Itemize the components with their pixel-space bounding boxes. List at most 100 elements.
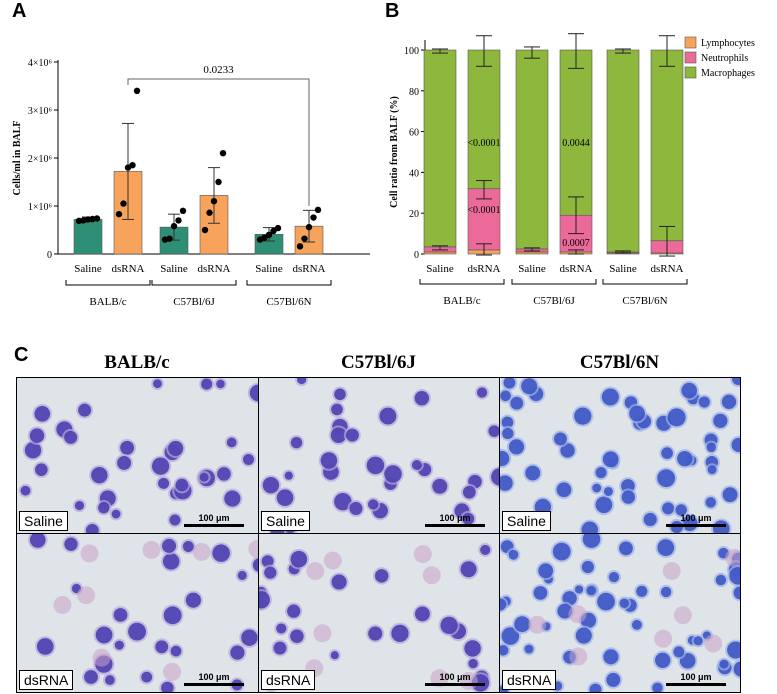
cell-nucleus bbox=[162, 538, 177, 553]
cell-nucleus bbox=[414, 606, 430, 622]
data-point bbox=[219, 150, 227, 157]
cell-nucleus bbox=[657, 539, 675, 557]
micrograph-c57bl6j-dsrna: dsRNA 100 μm bbox=[258, 533, 500, 693]
cell-nucleus bbox=[581, 521, 599, 533]
legend-swatch bbox=[684, 36, 697, 49]
cell-nucleus bbox=[276, 623, 287, 634]
significance-label: 0.0233 bbox=[203, 64, 234, 76]
cell-nucleus bbox=[330, 651, 339, 660]
y-axis-label: Cells/ml in BALF bbox=[12, 120, 23, 195]
cell-nucleus bbox=[34, 406, 51, 422]
y-tick-label: 100 bbox=[404, 46, 419, 57]
cell-nucleus bbox=[731, 437, 740, 453]
cell-nucleus bbox=[574, 585, 584, 594]
y-tick-label: 3×10⁶ bbox=[28, 106, 53, 117]
y-axis-label: Cell ratio from BALF (%) bbox=[389, 96, 400, 208]
scale-bar: 100 μm bbox=[425, 513, 485, 527]
cell-nucleus bbox=[216, 379, 225, 389]
data-point bbox=[133, 87, 141, 95]
cell-nucleus bbox=[595, 466, 607, 479]
cell-debris bbox=[163, 662, 182, 681]
cell-nucleus bbox=[682, 515, 698, 532]
cell-nucleus bbox=[113, 608, 128, 622]
x-tick-label: Saline bbox=[255, 263, 283, 275]
cell-nucleus bbox=[514, 616, 531, 633]
legend-label: Lymphocytes bbox=[701, 38, 755, 49]
cell-nucleus bbox=[662, 502, 675, 515]
cell-nucleus bbox=[619, 541, 633, 556]
cell-debris bbox=[313, 624, 332, 643]
scale-bar: 100 μm bbox=[666, 513, 726, 527]
cell-nucleus bbox=[414, 391, 430, 406]
cell-nucleus bbox=[706, 442, 717, 453]
cell-nucleus bbox=[35, 463, 48, 476]
cell-nucleus bbox=[733, 661, 740, 677]
data-point bbox=[296, 243, 304, 250]
legend-swatch bbox=[684, 66, 697, 79]
stack-segment-macrophages bbox=[423, 49, 457, 248]
micrograph-balbc-saline: Saline 100 μm bbox=[16, 377, 259, 534]
cell-debris bbox=[192, 542, 211, 561]
p-value-annotation: <0.0001 bbox=[467, 138, 500, 149]
data-point bbox=[210, 198, 218, 205]
cell-nucleus bbox=[185, 592, 201, 608]
cell-nucleus bbox=[163, 606, 182, 625]
scale-bar: 100 μm bbox=[666, 672, 726, 686]
cell-nucleus bbox=[503, 378, 516, 389]
cell-nucleus bbox=[521, 378, 538, 395]
x-tick-label: dsRNA bbox=[467, 263, 500, 275]
cell-nucleus bbox=[698, 396, 710, 408]
micrograph-column-c57bl6n: C57Bl/6N bbox=[579, 352, 660, 373]
cell-nucleus bbox=[508, 439, 525, 455]
cell-debris bbox=[662, 561, 681, 580]
cell-nucleus bbox=[114, 640, 124, 650]
group-bracket bbox=[511, 279, 597, 285]
cell-nucleus bbox=[595, 496, 613, 514]
cell-nucleus bbox=[608, 571, 620, 583]
cell-nucleus bbox=[643, 512, 657, 527]
cell-nucleus bbox=[411, 460, 422, 470]
group-bracket bbox=[419, 279, 505, 285]
cell-nucleus bbox=[264, 566, 277, 579]
cell-debris bbox=[142, 540, 161, 559]
data-point bbox=[93, 215, 101, 222]
cell-nucleus bbox=[582, 534, 601, 548]
data-point bbox=[265, 231, 273, 238]
cell-nucleus bbox=[237, 570, 247, 580]
cell-nucleus bbox=[602, 451, 619, 468]
cell-nucleus bbox=[95, 626, 113, 644]
cell-nucleus bbox=[161, 681, 174, 692]
cell-nucleus bbox=[201, 378, 213, 390]
cell-nucleus bbox=[552, 542, 571, 561]
stack-segment-macrophages bbox=[515, 49, 549, 250]
x-tick-label: Saline bbox=[426, 263, 454, 275]
cell-nucleus bbox=[104, 675, 115, 685]
panel-a-letter: A bbox=[12, 0, 27, 22]
cell-nucleus bbox=[713, 413, 728, 428]
cell-nucleus bbox=[621, 490, 635, 504]
cell-nucleus bbox=[366, 456, 385, 475]
cell-debris bbox=[430, 669, 449, 688]
cell-nucleus bbox=[440, 616, 458, 634]
significance-bracket bbox=[127, 78, 310, 206]
row-label-saline: Saline bbox=[261, 511, 310, 531]
legend-label: Neutrophils bbox=[701, 53, 748, 64]
cell-debris bbox=[725, 548, 740, 567]
data-point bbox=[310, 214, 317, 221]
cell-debris bbox=[248, 539, 258, 558]
cell-nucleus bbox=[290, 629, 304, 644]
cell-nucleus bbox=[261, 555, 274, 568]
y-tick-label: 80 bbox=[409, 87, 419, 98]
cell-nucleus bbox=[182, 541, 194, 552]
row-label-dsrna: dsRNA bbox=[502, 670, 557, 690]
group-label: BALB/c bbox=[443, 295, 480, 307]
cell-nucleus bbox=[151, 457, 170, 475]
cell-nucleus bbox=[224, 490, 241, 507]
y-tick-label: 0 bbox=[47, 250, 52, 261]
cell-nucleus bbox=[733, 586, 740, 600]
cell-nucleus bbox=[29, 428, 45, 443]
data-point bbox=[215, 178, 222, 186]
cell-debris bbox=[323, 551, 342, 570]
cell-nucleus bbox=[384, 465, 402, 483]
stack-segment-lymphocytes bbox=[423, 251, 457, 255]
